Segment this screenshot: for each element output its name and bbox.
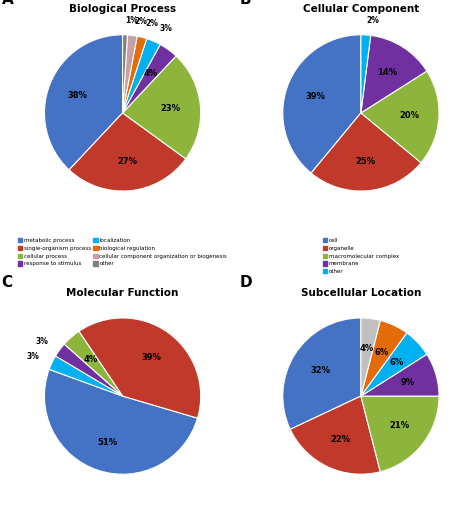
Text: 32%: 32% xyxy=(310,365,330,375)
Wedge shape xyxy=(290,396,380,474)
Text: 27%: 27% xyxy=(117,157,137,165)
Text: 2%: 2% xyxy=(367,16,380,25)
Text: 9%: 9% xyxy=(401,378,414,387)
Wedge shape xyxy=(283,318,361,430)
Wedge shape xyxy=(361,71,439,163)
Wedge shape xyxy=(123,36,147,113)
Wedge shape xyxy=(55,344,123,396)
Title: Molecular Function: Molecular Function xyxy=(66,288,179,298)
Wedge shape xyxy=(361,396,439,472)
Text: 20%: 20% xyxy=(399,111,419,121)
Text: 2%: 2% xyxy=(146,19,158,28)
Legend: cell, organelle, macromolecular complex, membrane, other: cell, organelle, macromolecular complex,… xyxy=(322,237,400,275)
Wedge shape xyxy=(45,370,198,474)
Text: 3%: 3% xyxy=(27,352,39,361)
Wedge shape xyxy=(123,35,128,113)
Text: 38%: 38% xyxy=(68,91,88,100)
Wedge shape xyxy=(311,113,421,191)
Wedge shape xyxy=(123,39,160,113)
Text: 4%: 4% xyxy=(360,344,374,353)
Text: 23%: 23% xyxy=(161,104,181,113)
Text: 3%: 3% xyxy=(159,24,172,33)
Text: 25%: 25% xyxy=(356,157,375,165)
Wedge shape xyxy=(361,333,427,396)
Text: 14%: 14% xyxy=(377,68,397,76)
Wedge shape xyxy=(123,56,201,159)
Legend: metabolic process, single-organism process, cellular process, response to stimul: metabolic process, single-organism proce… xyxy=(17,237,228,268)
Text: 4%: 4% xyxy=(144,69,158,78)
Wedge shape xyxy=(49,356,123,396)
Text: C: C xyxy=(1,275,13,290)
Text: 39%: 39% xyxy=(141,353,161,361)
Text: 39%: 39% xyxy=(305,92,325,101)
Text: A: A xyxy=(1,0,13,7)
Wedge shape xyxy=(79,318,201,418)
Wedge shape xyxy=(64,331,123,396)
Text: 1%: 1% xyxy=(126,16,138,25)
Wedge shape xyxy=(361,36,427,113)
Wedge shape xyxy=(361,321,407,396)
Text: 22%: 22% xyxy=(330,435,350,444)
Wedge shape xyxy=(361,354,439,396)
Text: 2%: 2% xyxy=(134,17,147,26)
Wedge shape xyxy=(69,113,186,191)
Wedge shape xyxy=(123,44,176,113)
Title: Cellular Component: Cellular Component xyxy=(303,5,419,14)
Wedge shape xyxy=(361,35,371,113)
Title: Subcellular Location: Subcellular Location xyxy=(301,288,421,298)
Text: 6%: 6% xyxy=(374,348,389,357)
Wedge shape xyxy=(283,35,361,173)
Wedge shape xyxy=(45,35,123,170)
Text: 51%: 51% xyxy=(97,438,118,446)
Text: 4%: 4% xyxy=(83,355,98,364)
Text: 6%: 6% xyxy=(389,358,403,367)
Text: D: D xyxy=(240,275,253,290)
Text: 3%: 3% xyxy=(36,337,48,346)
Text: 21%: 21% xyxy=(389,421,409,430)
Wedge shape xyxy=(123,35,137,113)
Wedge shape xyxy=(361,318,380,396)
Text: B: B xyxy=(240,0,251,7)
Title: Biological Process: Biological Process xyxy=(69,5,176,14)
